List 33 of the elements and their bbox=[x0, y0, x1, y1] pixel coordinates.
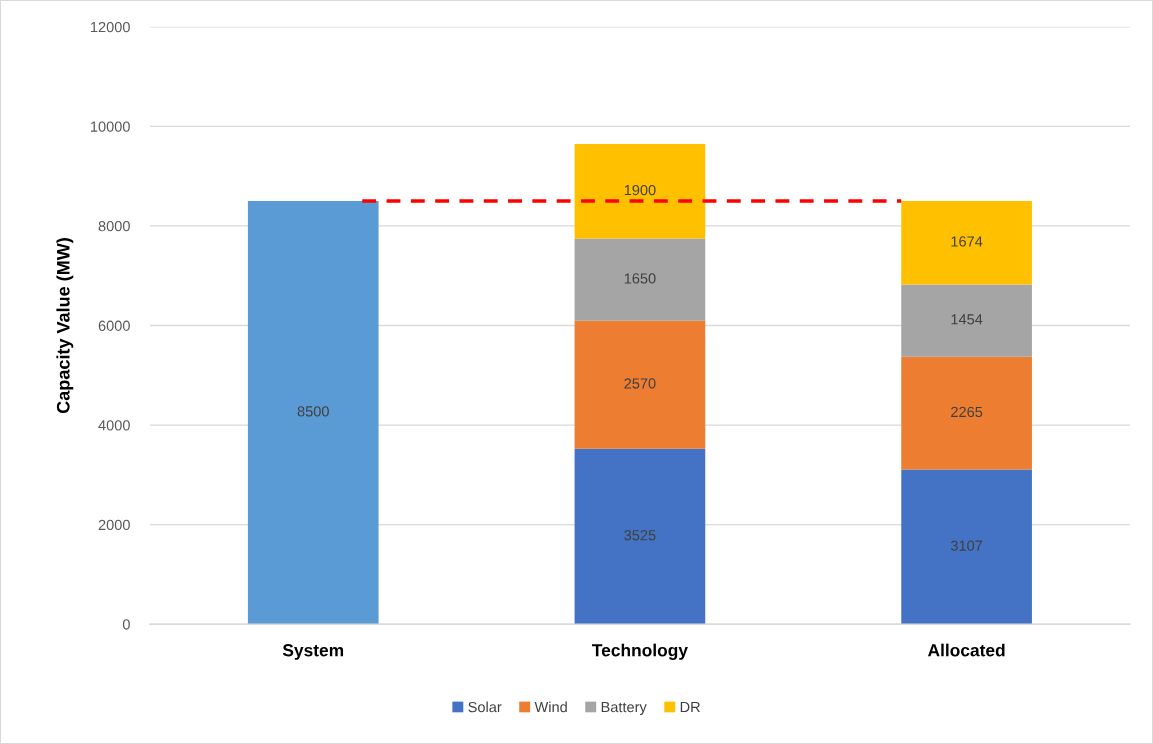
bar bbox=[574, 144, 706, 239]
data-label: 1650 bbox=[624, 273, 656, 284]
data-label: 3525 bbox=[624, 530, 656, 541]
bar bbox=[901, 469, 1032, 625]
data-label: 3107 bbox=[950, 540, 983, 551]
legend-label: Solar bbox=[468, 701, 502, 713]
y-tick-label: 10000 bbox=[91, 121, 130, 132]
legend-label: Wind bbox=[534, 701, 567, 713]
data-label: 1900 bbox=[624, 184, 656, 196]
x-tick-label: Allocated bbox=[927, 643, 1005, 657]
bar bbox=[574, 448, 706, 625]
bar bbox=[247, 201, 379, 625]
bar bbox=[574, 320, 706, 449]
data-label: 8500 bbox=[297, 406, 329, 417]
bar bbox=[901, 356, 1032, 470]
x-tick-label: Technology bbox=[592, 643, 688, 660]
legend-label: Battery bbox=[601, 702, 647, 716]
legend-label: DR bbox=[680, 702, 700, 713]
bar bbox=[901, 201, 1032, 285]
data-label: 2570 bbox=[624, 378, 656, 389]
y-tick-label: 6000 bbox=[98, 320, 130, 331]
bar bbox=[901, 284, 1032, 357]
data-label: 1454 bbox=[951, 314, 983, 325]
x-tick-label: System bbox=[282, 644, 344, 660]
data-label: 2265 bbox=[951, 406, 983, 418]
y-tick-label: 4000 bbox=[98, 420, 130, 431]
bar bbox=[574, 238, 706, 321]
y-tick-label: 0 bbox=[122, 619, 130, 630]
data-label: 1674 bbox=[951, 236, 983, 247]
y-tick-label: 2000 bbox=[98, 519, 130, 531]
y-axis-title: Capacity Value (MW) bbox=[56, 238, 74, 414]
y-tick-label: 8000 bbox=[98, 221, 130, 232]
y-tick-label: 12000 bbox=[91, 21, 130, 33]
